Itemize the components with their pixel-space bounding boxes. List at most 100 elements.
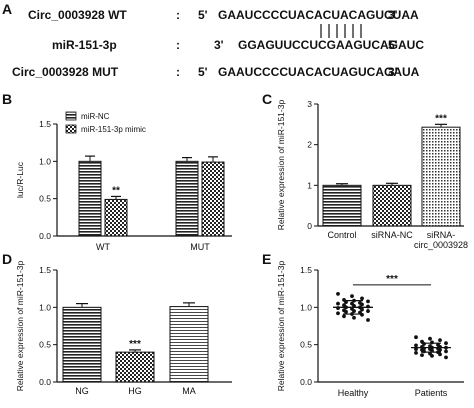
y-axis-title: Relative expression of miR-151-3p [15, 261, 25, 392]
y-tick-label: 0.0 [39, 377, 51, 387]
y-tick-label: 1.5 [39, 265, 51, 275]
seq-mut-colon: : [176, 65, 180, 79]
panel-a: A Circ_0003928 WT : 5' GAAUCCCCUACACUACA… [2, 1, 424, 79]
panel-c-label: C [262, 91, 272, 107]
y-axis-title: Relative expression of miR-151-3p [276, 100, 286, 231]
data-point [350, 294, 354, 299]
data-point [414, 335, 418, 340]
y-tick-label: 0.0 [39, 231, 51, 241]
legend-swatch [65, 124, 77, 134]
x-tick-label: MA [182, 386, 196, 396]
seq-mut-name: Circ_0003928 MUT [12, 65, 119, 79]
data-point [360, 296, 364, 301]
y-tick-label: 0 [307, 221, 312, 231]
bar [115, 351, 155, 383]
chart-d: 0.0 0.5 1.0 1.5 Relative expression of miR-1… [15, 261, 232, 396]
bar [104, 198, 128, 237]
bar [421, 126, 461, 227]
seq-mut-prime3: 3' [388, 65, 398, 79]
bar [169, 306, 209, 383]
pairing-lines [320, 24, 362, 38]
seq-mir-prime5: 3' [214, 38, 224, 52]
y-tick-label: 0.0 [300, 377, 312, 387]
seq-wt-sequence: GAAUCCCCUACACUACAGUCUAA [218, 8, 419, 22]
data-point [366, 299, 370, 304]
y-tick-label: 1 [307, 180, 312, 190]
y-tick-label: 1.0 [39, 302, 51, 312]
data-point [420, 353, 424, 358]
data-point [438, 352, 442, 357]
y-tick-label: 2 [307, 140, 312, 150]
seq-wt-colon: : [176, 8, 180, 22]
x-tick-label: Healthy [338, 388, 369, 398]
data-point [342, 314, 346, 319]
panel-b-label: B [2, 91, 12, 107]
bar [175, 160, 199, 237]
seq-mir-name: miR-151-3p [52, 38, 117, 52]
data-point [360, 307, 364, 312]
bar [78, 160, 102, 237]
data-point [444, 341, 448, 346]
seq-wt-name: Circ_0003928 WT [28, 8, 127, 22]
x-tick-label: Patients [415, 388, 448, 398]
seq-wt-prime5: 5' [198, 8, 208, 22]
y-axis-title: Relative expression of miR-151-3p [276, 261, 286, 392]
data-point [366, 309, 370, 313]
bar [62, 306, 102, 383]
x-tick-label: MUT [190, 242, 210, 252]
data-point [336, 301, 340, 306]
x-tick-label: siRNA-NC [371, 230, 413, 240]
data-point [336, 311, 340, 316]
data-point [360, 302, 364, 307]
y-tick-label: 3 [307, 99, 312, 109]
x-tick-label: NG [75, 386, 89, 396]
seq-mir-sequence: GGAGUUCCUCGAAGUCAGAUC [238, 38, 424, 52]
data-point [366, 318, 370, 322]
legend-swatch [65, 111, 77, 121]
x-tick-label: HG [128, 386, 142, 396]
panel-d-label: D [2, 251, 12, 267]
legend-label: miR-NC [81, 112, 110, 121]
bar [322, 184, 362, 227]
data-point [438, 338, 442, 343]
y-tick-label: 1.0 [39, 156, 51, 166]
data-point [430, 353, 434, 358]
x-tick-label: siRNA- [427, 230, 456, 240]
significance-label: *** [129, 339, 141, 350]
seq-mir-prime3: 5' [388, 38, 398, 52]
y-tick-label: 0.5 [300, 340, 312, 350]
data-point [444, 355, 448, 360]
chart-c: 0 1 2 3 Relative expression of miR-151-3p Con… [276, 99, 468, 250]
data-point [414, 350, 418, 355]
significance-label: *** [435, 113, 447, 124]
chart-e: 0.0 0.5 1.0 1.5 Relative expression of miR-1… [276, 261, 464, 398]
legend-label: miR-151-3p mimic [81, 125, 146, 134]
y-tick-label: 0.5 [39, 340, 51, 350]
panel-e-label: E [262, 251, 271, 267]
x-tick-label: Control [327, 230, 356, 240]
data-point [344, 309, 348, 314]
x-tick-label: WT [96, 242, 110, 252]
y-tick-label: 0.5 [39, 194, 51, 204]
significance-label: *** [386, 274, 398, 285]
chart-b: 0.0 0.5 1.0 1.5 luc/R-Luc WT MUT ** miR-NC miR-15… [15, 111, 232, 252]
data-point [444, 349, 448, 354]
x-tick-label: circ_0003928 [414, 240, 468, 250]
data-point [336, 291, 340, 296]
y-tick-label: 1.5 [39, 119, 51, 129]
seq-wt-prime3: 3' [388, 8, 398, 22]
y-axis-title: luc/R-Luc [15, 161, 25, 198]
significance-label: ** [112, 185, 120, 196]
bar [372, 184, 412, 227]
seq-mir-colon: : [176, 38, 180, 52]
data-point [414, 343, 418, 348]
seq-mut-prime5: 5' [198, 65, 208, 79]
y-tick-label: 1.5 [300, 265, 312, 275]
data-point [428, 336, 432, 341]
data-point [352, 315, 356, 320]
bar [201, 161, 225, 237]
y-tick-label: 1.0 [300, 302, 312, 312]
panel-a-label: A [2, 1, 12, 17]
